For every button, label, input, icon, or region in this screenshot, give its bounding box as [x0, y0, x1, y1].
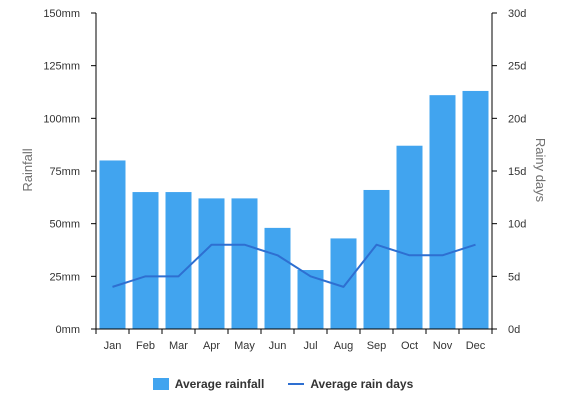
right-tick-label: 25d — [508, 61, 526, 73]
right-tick-label: 20d — [508, 113, 526, 125]
rainfall-bar-jun[interactable] — [264, 227, 291, 329]
left-tick-label: 75mm — [49, 166, 80, 178]
rain-days-line[interactable] — [112, 243, 476, 288]
x-tick-label: Feb — [136, 340, 155, 352]
left-tick-label: 100mm — [43, 113, 80, 125]
right-axis-tick-labels: 0d 5d 10d 15d 20d 25d 30d — [508, 8, 526, 336]
left-tick-label: 25mm — [49, 271, 80, 283]
right-axis-title: Rainy days — [533, 138, 548, 203]
rainfall-bar-dec[interactable] — [462, 90, 489, 330]
legend-line-swatch — [288, 383, 305, 385]
left-tick-label: 0mm — [56, 324, 80, 336]
x-axis-tick-labels: Jan Feb Mar Apr May Jun Jul Aug Sep Oct Nov Dec — [104, 340, 486, 352]
legend-item-rain-days[interactable]: Average rain days — [288, 377, 413, 391]
legend-item-rainfall[interactable]: Average rainfall — [152, 377, 265, 391]
legend-label-rainfall: Average rainfall — [174, 377, 265, 391]
x-tick-label: Mar — [169, 340, 188, 352]
x-tick-label: Apr — [203, 340, 220, 352]
left-tick-label: 50mm — [49, 219, 80, 231]
legend-label-rain-days: Average rain days — [310, 377, 414, 391]
right-tick-label: 0d — [508, 324, 520, 336]
legend-bar-swatch — [152, 378, 169, 390]
rainfall-bar-jan[interactable] — [99, 160, 126, 329]
rainfall-bar-may[interactable] — [231, 198, 258, 329]
rainfall-bar-apr[interactable] — [198, 198, 225, 329]
rainfall-bars — [99, 90, 489, 330]
rainfall-bar-oct[interactable] — [396, 145, 423, 329]
right-tick-label: 5d — [508, 271, 520, 283]
x-tick-label: Oct — [401, 340, 418, 352]
x-tick-label: May — [234, 340, 255, 352]
right-tick-label: 15d — [508, 166, 526, 178]
left-axis-title: Rainfall — [20, 148, 35, 191]
x-tick-label: Nov — [433, 340, 453, 352]
rainfall-bar-sep[interactable] — [363, 189, 390, 329]
x-tick-label: Dec — [466, 340, 486, 352]
rainfall-chart: 0mm 25mm 50mm 75mm 100mm 125mm 150mm 0d 5d 10d 15… — [20, 8, 548, 352]
rainfall-bar-nov[interactable] — [429, 95, 456, 329]
left-tick-label: 125mm — [43, 61, 80, 73]
rainfall-bar-mar[interactable] — [165, 192, 192, 329]
right-tick-label: 30d — [508, 8, 526, 20]
left-axis-tick-labels: 0mm 25mm 50mm 75mm 100mm 125mm 150mm — [43, 8, 80, 336]
rain-days-line-series — [112, 243, 476, 288]
rainfall-bar-feb[interactable] — [132, 192, 159, 329]
x-tick-label: Jul — [303, 340, 317, 352]
left-tick-label: 150mm — [43, 8, 80, 20]
x-tick-label: Sep — [367, 340, 387, 352]
x-tick-label: Aug — [334, 340, 354, 352]
x-tick-label: Jun — [269, 340, 287, 352]
chart-legend: Average rainfall Average rain days — [0, 374, 566, 394]
right-tick-label: 10d — [508, 219, 526, 231]
x-tick-label: Jan — [104, 340, 122, 352]
chart-axes — [91, 12, 497, 334]
